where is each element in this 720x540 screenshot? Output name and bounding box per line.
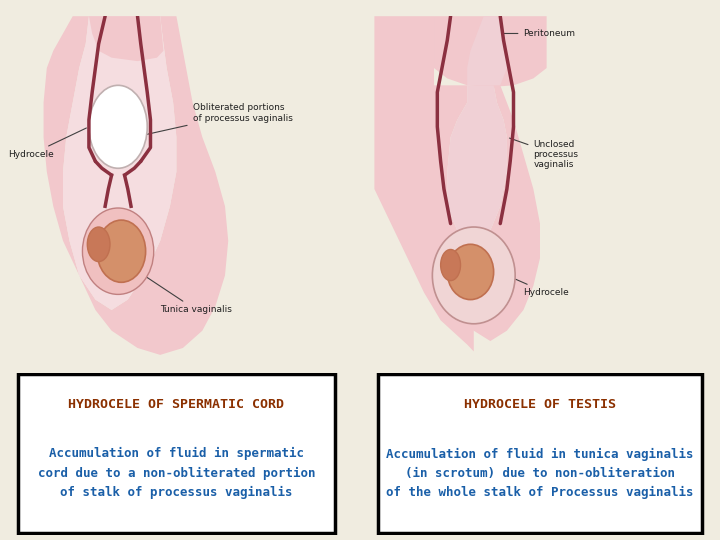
Polygon shape [467, 16, 507, 85]
Polygon shape [374, 16, 474, 352]
Ellipse shape [83, 208, 154, 294]
Ellipse shape [89, 85, 148, 168]
Text: Hydrocele: Hydrocele [510, 276, 570, 297]
Polygon shape [89, 16, 163, 61]
Text: HYDROCELE OF TESTIS: HYDROCELE OF TESTIS [464, 399, 616, 411]
Text: Obliterated portions
of processus vaginalis: Obliterated portions of processus vagina… [137, 103, 292, 137]
Polygon shape [414, 85, 540, 341]
Ellipse shape [97, 220, 145, 282]
Ellipse shape [447, 244, 494, 300]
Text: HYDROCELE OF SPERMATIC CORD: HYDROCELE OF SPERMATIC CORD [68, 399, 284, 411]
Text: Peritoneum: Peritoneum [493, 29, 575, 38]
Text: Accumulation of fluid in spermatic
cord due to a non-obliterated portion
of stal: Accumulation of fluid in spermatic cord … [37, 447, 315, 499]
Polygon shape [434, 16, 546, 87]
Polygon shape [63, 16, 176, 310]
Text: Tunica vaginalis: Tunica vaginalis [146, 277, 232, 314]
Text: Accumulation of fluid in tunica vaginalis
(in scrotum) due to non-obliteration
o: Accumulation of fluid in tunica vaginali… [386, 448, 694, 498]
FancyBboxPatch shape [17, 374, 336, 533]
Text: Unclosed
processus
vaginalis: Unclosed processus vaginalis [510, 138, 578, 170]
Polygon shape [447, 85, 507, 244]
Polygon shape [44, 16, 228, 355]
Ellipse shape [87, 227, 110, 261]
Ellipse shape [432, 227, 516, 324]
Ellipse shape [441, 249, 461, 281]
Text: Hydrocele: Hydrocele [8, 128, 86, 159]
FancyBboxPatch shape [378, 374, 702, 533]
